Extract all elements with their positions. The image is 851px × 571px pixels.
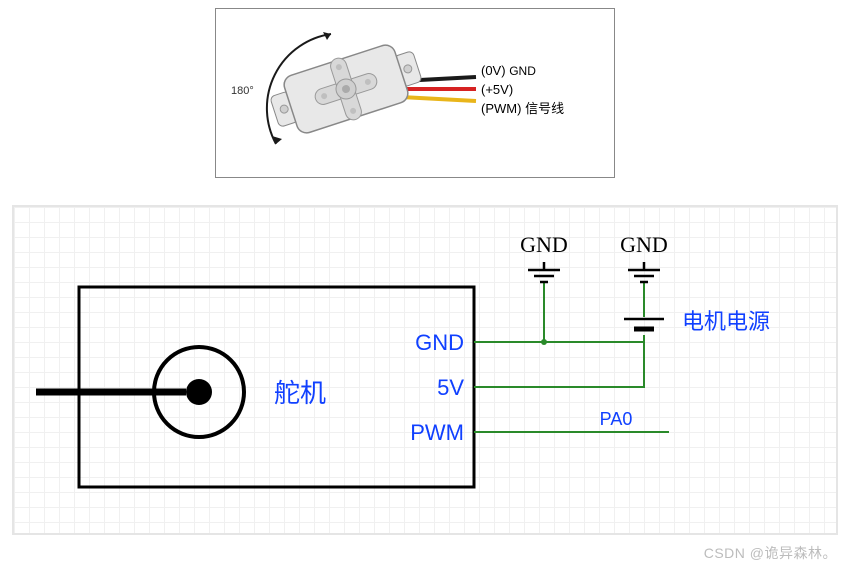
gnd-symbol-2: GND <box>620 232 668 282</box>
power-label: 电机电源 <box>682 309 770 334</box>
wiring-diagram-svg: 舵机 GND 5V PWM GND GND <box>14 207 840 537</box>
wire-label-5v: (+5V) <box>481 82 513 97</box>
wiring-diagram-panel: 舵机 GND 5V PWM GND GND <box>12 205 838 535</box>
svg-text:GND: GND <box>520 232 568 257</box>
servo-label: 舵机 <box>274 379 326 408</box>
watermark: CSDN @诡异森林。 <box>704 543 837 563</box>
wire-label-0v: (0V) GND <box>481 63 536 78</box>
pin-label-5v: 5V <box>437 375 464 400</box>
pin-label-pwm: PWM <box>410 420 464 445</box>
junction-dot <box>541 339 547 345</box>
angle-label: 180° <box>231 85 254 97</box>
servo-photo-svg: 180° <box>216 9 616 179</box>
wire-labels: (0V) GND (+5V) (PWM) 信号线 <box>481 63 564 116</box>
gnd-symbol-1: GND <box>520 232 568 282</box>
wire-label-pwm: (PWM) 信号线 <box>481 101 564 116</box>
servo-photo-panel: 180° <box>215 8 615 178</box>
wiring <box>474 282 669 432</box>
servo-body <box>265 35 427 142</box>
servo-hub-inner <box>186 379 212 405</box>
pin-label-gnd: GND <box>415 330 464 355</box>
svg-text:GND: GND <box>620 232 668 257</box>
pa0-label: PA0 <box>600 409 633 429</box>
battery-symbol <box>624 319 664 329</box>
